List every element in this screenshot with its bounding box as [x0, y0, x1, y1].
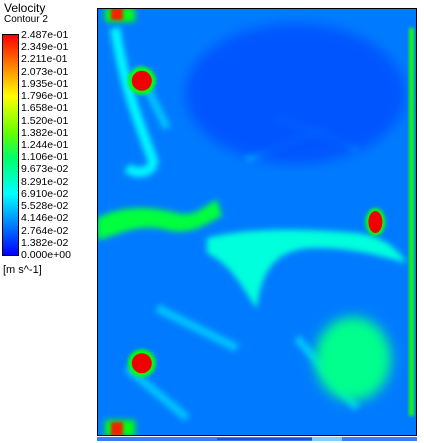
legend-tick-label: 5.528e-02 [21, 200, 69, 213]
legend-tick-label: 1.658e-01 [21, 102, 69, 115]
legend-tick-label: 1.106e-01 [21, 151, 69, 164]
legend-tick-label: 2.764e-02 [21, 224, 69, 237]
legend-units: [m s^-1] [3, 264, 42, 276]
legend-tick-label: 2.211e-01 [21, 53, 68, 66]
legend-subtitle: Contour 2 [4, 14, 48, 25]
legend-tick-label: 4.146e-02 [21, 212, 69, 225]
legend-tick-label: 9.673e-02 [21, 163, 69, 176]
legend-tick-label: 1.244e-01 [21, 139, 69, 151]
legend-tick-label: 0.000e+00 [21, 249, 71, 261]
bottom-boundary-strip [97, 437, 417, 441]
legend-tick-label: 2.487e-01 [21, 29, 69, 41]
legend-tick-label: 6.910e-02 [21, 187, 69, 200]
legend-colorbar [2, 34, 19, 256]
contour-features [97, 8, 414, 436]
legend-title: Velocity [4, 1, 46, 15]
legend-tick-label: 1.796e-01 [21, 90, 69, 103]
contour-plot [97, 8, 417, 436]
legend-tick-label: 1.382e-02 [21, 236, 69, 249]
legend-tick-label: 2.349e-01 [21, 41, 69, 54]
legend-tick-label: 1.382e-01 [21, 126, 69, 139]
plot-frame [97, 8, 417, 436]
legend-tick-label: 8.291e-02 [21, 175, 69, 188]
legend-tick-label: 1.520e-01 [21, 114, 69, 127]
legend-tick-label: 2.073e-01 [21, 65, 69, 78]
legend-tick-label: 1.935e-01 [21, 77, 69, 90]
